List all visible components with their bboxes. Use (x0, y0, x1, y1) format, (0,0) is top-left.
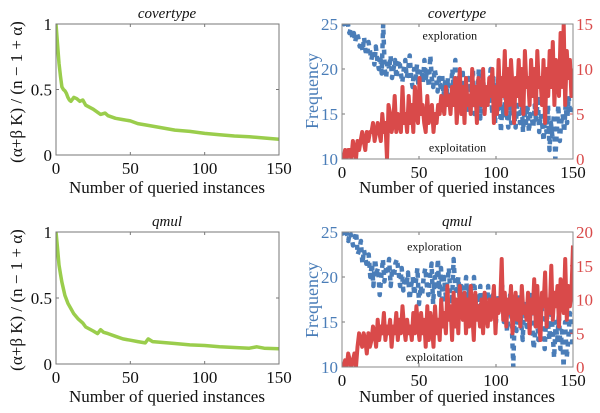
y-right-tick-label: 0 (576, 358, 585, 377)
series-line-exploration (342, 232, 573, 367)
y-axis-label: Frequency (302, 262, 322, 338)
y-right-tick-label: 0 (576, 150, 585, 169)
x-axis-label: Number of queried instances (359, 178, 555, 197)
x-tick-label: 150 (266, 368, 292, 387)
annotation-exploitation: exploitation (429, 140, 486, 154)
y-tick-label: 0.5 (31, 289, 52, 308)
annotation-exploration: exploration (407, 239, 462, 253)
y-right-tick-label: 5 (576, 105, 585, 124)
x-tick-label: 100 (483, 163, 509, 182)
plot-frame (341, 23, 574, 160)
panel-covertype-frequency: covertype Frequency Number of queried in… (302, 6, 593, 197)
y-right-tick-label: 15 (576, 15, 593, 34)
panel-covertype-ratio: covertype (α+β K) / (n − 1 + α) Number o… (7, 6, 292, 197)
y-right-tick-label: 10 (576, 60, 593, 79)
panel-title: qmul (442, 214, 472, 230)
y-right-tick-label: 10 (576, 291, 593, 310)
x-tick-label: 0 (338, 163, 347, 182)
y-tick-label: 0 (44, 146, 53, 165)
annotation-exploitation: exploitation (406, 350, 463, 364)
y-tick-label: 25 (321, 223, 338, 242)
x-tick-label: 150 (560, 371, 586, 390)
y-right-tick-label: 15 (576, 257, 593, 276)
x-tick-label: 100 (483, 371, 509, 390)
series-line-exploitation (342, 245, 573, 367)
panel-qmul-ratio: qmul (α+β K) / (n − 1 + α) Number of que… (7, 214, 292, 406)
x-axis-label: Number of queried instances (69, 387, 265, 406)
y-tick-label: 10 (321, 358, 338, 377)
panel-title: covertype (428, 6, 487, 22)
y-tick-label: 0.5 (31, 81, 52, 100)
y-tick-label: 20 (321, 268, 338, 287)
series-line-exploitation (342, 24, 573, 159)
y-right-tick-label: 20 (576, 223, 593, 242)
x-tick-label: 50 (411, 371, 428, 390)
x-axis-label: Number of queried instances (359, 387, 555, 406)
plot-frame (55, 23, 280, 156)
plot-frame (55, 231, 280, 365)
y-axis-label: Frequency (302, 53, 322, 129)
y-tick-label: 25 (321, 15, 338, 34)
y-tick-label: 0 (44, 355, 53, 374)
y-tick-label: 10 (321, 150, 338, 169)
y-tick-label: 1 (44, 223, 53, 242)
panel-title: qmul (152, 214, 182, 230)
y-right-tick-label: 5 (576, 324, 585, 343)
y-tick-label: 15 (321, 313, 338, 332)
annotation-exploration: exploration (422, 29, 477, 43)
series-line-ratio (56, 24, 279, 142)
y-tick-label: 1 (44, 15, 53, 34)
x-tick-label: 0 (52, 159, 61, 178)
y-tick-label: 20 (321, 60, 338, 79)
x-tick-label: 100 (192, 368, 218, 387)
panel-qmul-frequency: qmul Frequency Number of queried instanc… (302, 214, 593, 406)
x-tick-label: 100 (192, 159, 218, 178)
x-axis-label: Number of queried instances (69, 178, 265, 197)
y-axis-label: (α+β K) / (n − 1 + α) (7, 229, 26, 371)
x-tick-label: 150 (266, 159, 292, 178)
x-tick-label: 50 (122, 159, 139, 178)
y-axis-label: (α+β K) / (n − 1 + α) (7, 21, 26, 163)
y-tick-label: 15 (321, 105, 338, 124)
x-tick-label: 50 (411, 163, 428, 182)
x-tick-label: 0 (338, 371, 347, 390)
x-tick-label: 50 (122, 368, 139, 387)
series-line-ratio (56, 232, 279, 351)
plot-frame (341, 231, 574, 368)
x-tick-label: 150 (560, 163, 586, 182)
x-tick-label: 0 (52, 368, 61, 387)
panel-title: covertype (138, 6, 197, 22)
